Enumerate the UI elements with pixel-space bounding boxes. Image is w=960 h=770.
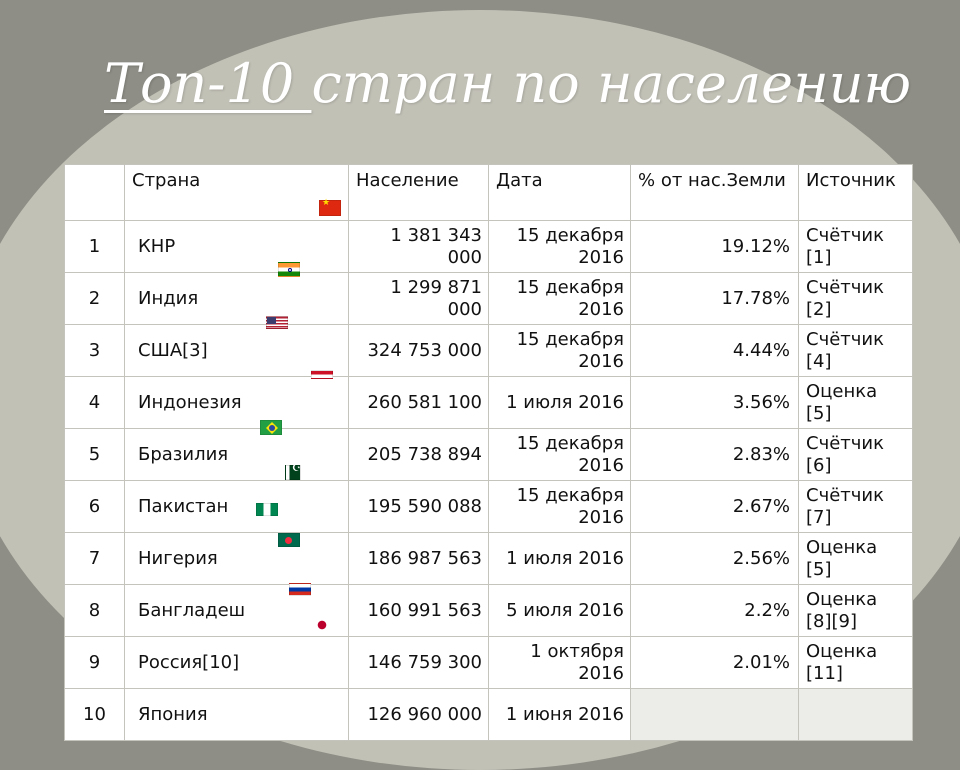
date-cell: 15 декабря 2016 [488,272,631,325]
percent-cell: 17.78% [630,272,799,325]
table-row: 7 Нигерия 186 987 563 1 июля 2016 2.56% … [64,532,913,585]
population-cell: 126 960 000 [348,688,489,741]
rank-cell: 3 [64,324,125,377]
source-cell: Оценка [5] [798,376,913,429]
table-row: 4 Индонезия 260 581 100 1 июля 2016 3.56… [64,376,913,429]
population-cell: 205 738 894 [348,428,489,481]
population-cell: 1 299 871 000 [348,272,489,325]
country-cell: Индонезия [124,376,349,429]
percent-cell: 2.01% [630,636,799,689]
source-cell: Счётчик [4] [798,324,913,377]
source-cell [798,688,913,741]
population-cell: 146 759 300 [348,636,489,689]
date-cell: 15 декабря 2016 [488,220,631,273]
nigeria-flag-icon [256,503,278,516]
usa-flag-icon [266,316,288,329]
percent-cell [630,688,799,741]
date-cell: 15 декабря 2016 [488,324,631,377]
percent-cell: 3.56% [630,376,799,429]
rank-cell: 8 [64,584,125,637]
table-row: 1 КНР 1 381 343 000 15 декабря 2016 19.1… [64,220,913,273]
population-cell: 195 590 088 [348,480,489,533]
japan-flag-icon [315,618,329,632]
country-cell: Нигерия [124,532,349,585]
source-cell: Оценка [8][9] [798,584,913,637]
date-cell: 1 октября 2016 [488,636,631,689]
russia-flag-icon [289,583,311,596]
rank-cell: 9 [64,636,125,689]
country-cell: Индия [124,272,349,325]
table-row: 8 Бангладеш 160 991 563 5 июля 2016 2.2%… [64,584,913,637]
population-cell: 160 991 563 [348,584,489,637]
header-country: Страна [124,164,349,221]
header-percent: % от нас.Земли [630,164,799,221]
table-row: 6 Пакистан 195 590 088 15 декабря 2016 2… [64,480,913,533]
percent-cell: 2.56% [630,532,799,585]
date-cell: 1 июля 2016 [488,376,631,429]
rank-cell: 2 [64,272,125,325]
population-cell: 260 581 100 [348,376,489,429]
source-cell: Оценка [11] [798,636,913,689]
title-rest: стран по населению [311,52,912,115]
country-cell: Пакистан [124,480,349,533]
date-cell: 15 декабря 2016 [488,428,631,481]
country-cell: Бангладеш [124,584,349,637]
date-cell: 15 декабря 2016 [488,480,631,533]
table-row: 3 США[3] 324 753 000 15 декабря 2016 4.4… [64,324,913,377]
header-source: Источник [798,164,913,221]
table-row: 9 Россия[10] 146 759 300 1 октября 2016 … [64,636,913,689]
percent-cell: 2.67% [630,480,799,533]
brazil-flag-icon [260,420,282,435]
pakistan-flag-icon [285,463,301,480]
date-cell: 1 июня 2016 [488,688,631,741]
source-cell: Счётчик [7] [798,480,913,533]
population-table: Страна Население Дата % от нас.Земли Ист… [64,164,913,741]
header-rank [64,164,125,221]
table-row: 2 Индия 1 299 871 000 15 декабря 2016 17… [64,272,913,325]
rank-cell: 7 [64,532,125,585]
title-underlined: Топ-10 [104,52,312,115]
table-row: 5 Бразилия 205 738 894 15 декабря 2016 2… [64,428,913,481]
percent-cell: 19.12% [630,220,799,273]
country-cell: США[3] [124,324,349,377]
header-date: Дата [488,164,631,221]
source-cell: Счётчик [6] [798,428,913,481]
page-title: Топ-10 стран по населению [104,52,911,115]
percent-cell: 2.2% [630,584,799,637]
population-cell: 1 381 343 000 [348,220,489,273]
rank-cell: 5 [64,428,125,481]
table-row: 10 Япония 126 960 000 1 июня 2016 [64,688,913,741]
header-row: Страна Население Дата % от нас.Земли Ист… [64,164,913,221]
population-cell: 186 987 563 [348,532,489,585]
china-flag-icon [319,198,341,216]
india-flag-icon [278,262,300,277]
percent-cell: 2.83% [630,428,799,481]
date-cell: 5 июля 2016 [488,584,631,637]
country-cell: Япония [124,688,349,741]
source-cell: Счётчик [2] [798,272,913,325]
source-cell: Оценка [5] [798,532,913,585]
source-cell: Счётчик [1] [798,220,913,273]
rank-cell: 4 [64,376,125,429]
rank-cell: 6 [64,480,125,533]
country-cell: Бразилия [124,428,349,481]
rank-cell: 10 [64,688,125,741]
date-cell: 1 июля 2016 [488,532,631,585]
rank-cell: 1 [64,220,125,273]
percent-cell: 4.44% [630,324,799,377]
population-cell: 324 753 000 [348,324,489,377]
indonesia-flag-icon [311,370,333,379]
country-cell: Россия[10] [124,636,349,689]
header-population: Население [348,164,489,221]
country-cell: КНР [124,220,349,273]
bangladesh-flag-icon [278,533,300,547]
